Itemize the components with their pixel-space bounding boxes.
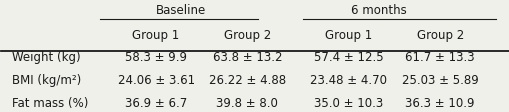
Text: 36.3 ± 10.9: 36.3 ± 10.9	[405, 97, 474, 109]
Text: 26.22 ± 4.88: 26.22 ± 4.88	[208, 73, 286, 86]
Text: 36.9 ± 6.7: 36.9 ± 6.7	[125, 97, 187, 109]
Text: 6 months: 6 months	[351, 4, 406, 17]
Text: 63.8 ± 13.2: 63.8 ± 13.2	[212, 50, 281, 63]
Text: 23.48 ± 4.70: 23.48 ± 4.70	[310, 73, 386, 86]
Text: Group 1: Group 1	[132, 29, 179, 42]
Text: Baseline: Baseline	[156, 4, 206, 17]
Text: 58.3 ± 9.9: 58.3 ± 9.9	[125, 50, 187, 63]
Text: 35.0 ± 10.3: 35.0 ± 10.3	[314, 97, 383, 109]
Text: Fat mass (%): Fat mass (%)	[12, 97, 88, 109]
Text: BMI (kg/m²): BMI (kg/m²)	[12, 73, 80, 86]
Text: 57.4 ± 12.5: 57.4 ± 12.5	[314, 50, 383, 63]
Text: Group 2: Group 2	[223, 29, 270, 42]
Text: Group 1: Group 1	[325, 29, 372, 42]
Text: 39.8 ± 8.0: 39.8 ± 8.0	[216, 97, 278, 109]
Text: 61.7 ± 13.3: 61.7 ± 13.3	[405, 50, 474, 63]
Text: 24.06 ± 3.61: 24.06 ± 3.61	[117, 73, 194, 86]
Text: Group 2: Group 2	[416, 29, 463, 42]
Text: Weight (kg): Weight (kg)	[12, 50, 80, 63]
Text: 25.03 ± 5.89: 25.03 ± 5.89	[401, 73, 477, 86]
